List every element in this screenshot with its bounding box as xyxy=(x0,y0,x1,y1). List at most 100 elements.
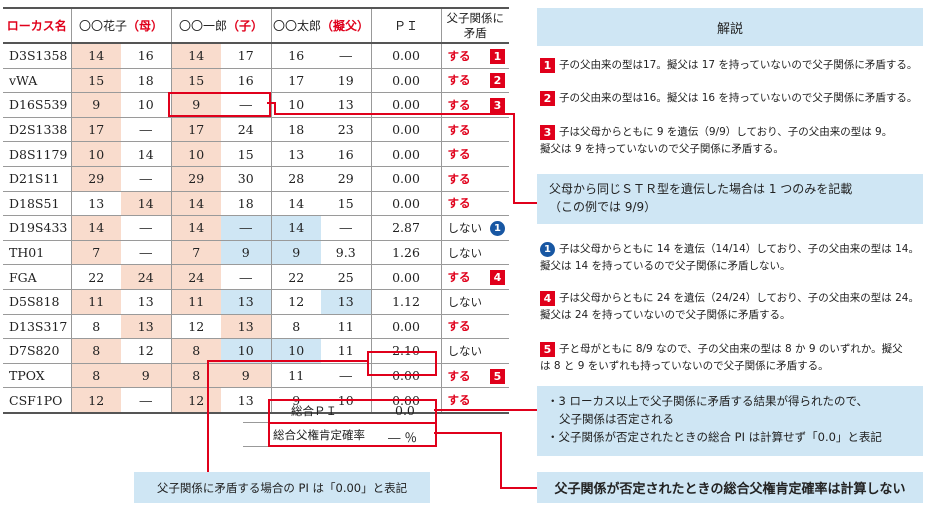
child-allele-2: ― xyxy=(221,264,271,290)
locus-cell: D8S1179 xyxy=(3,141,71,167)
note-2: 2 子の父由来の型は16。擬父は 16 を持っていないので父子関係に矛盾する。 xyxy=(540,90,925,107)
father-allele-1: 14 xyxy=(270,191,321,217)
mother-allele-1: 9 xyxy=(70,92,121,118)
child-allele-2: 13 xyxy=(221,314,271,340)
locus-cell: D5S818 xyxy=(3,289,71,315)
connector-line xyxy=(267,102,275,104)
child-allele-2: 30 xyxy=(221,166,271,192)
str-note-box: 父母から同じＳＴＲ型を遺伝した場合は 1 つのみを記載 （この例では 9/9） xyxy=(537,174,923,224)
table-row: CSF1PO 12 ― 12 13 9 10 0.00 する xyxy=(3,387,509,414)
mark-5-icon: 5 xyxy=(540,341,555,357)
highlight-box-d16s539 xyxy=(168,92,271,117)
conflict-label: する xyxy=(447,270,471,285)
connector-line xyxy=(274,102,276,114)
conflict-cell: する xyxy=(440,117,509,143)
child-allele-2: 9 xyxy=(221,363,271,389)
table-row: D5S818 11 13 11 13 12 13 1.12 しない xyxy=(3,289,509,315)
mother-allele-2: 24 xyxy=(121,264,171,290)
pi-cell: 0.00 xyxy=(370,141,441,167)
father-allele-1: 22 xyxy=(270,264,321,290)
mother-allele-2: 18 xyxy=(121,68,171,94)
note-4: 4 子は父母からともに 24 を遺伝（24/24）しており、子の父由来の型は 24… xyxy=(540,290,919,321)
father-allele-1: 14 xyxy=(270,215,321,241)
mother-allele-2: 13 xyxy=(121,289,171,315)
locus-cell: D16S539 xyxy=(3,92,71,118)
mother-allele-2: ― xyxy=(121,240,171,266)
mark-4-icon: 4 xyxy=(490,270,505,286)
mother-allele-1: 10 xyxy=(70,141,121,167)
connector-line xyxy=(500,487,537,489)
conflict-cell: する 1 xyxy=(440,43,509,69)
total-pi-value: 0.0 xyxy=(395,403,415,418)
father-allele-1: 9 xyxy=(270,240,321,266)
child-allele-1: 14 xyxy=(170,215,221,241)
child-allele-2: 16 xyxy=(221,68,271,94)
connector-line xyxy=(500,432,502,488)
table-header: ローカス名 〇〇花子（母） 〇〇一郎（子） 〇〇太郎（擬父） ＰＩ 父子関係に矛… xyxy=(3,7,509,44)
connector-line xyxy=(274,113,514,115)
pi-cell: 2.87 xyxy=(370,215,441,241)
mark-5-icon: 5 xyxy=(490,368,505,384)
highlight-box-total-pi xyxy=(268,399,437,424)
conflict-cell: しない xyxy=(440,338,509,364)
child-allele-1: 12 xyxy=(170,387,221,414)
locus-cell: D19S433 xyxy=(3,215,71,241)
mother-allele-1: 29 xyxy=(70,166,121,192)
conflict-cell: する xyxy=(440,191,509,217)
mark-2-icon: 2 xyxy=(540,90,555,106)
mother-allele-1: 17 xyxy=(70,117,121,143)
conflict-label: する xyxy=(447,171,471,186)
child-allele-2: 13 xyxy=(221,387,271,414)
explanation-title: 解説 xyxy=(537,8,923,46)
mark-4-icon: 4 xyxy=(540,290,555,306)
table-row: D18S51 13 14 14 18 14 15 0.00 する xyxy=(3,191,509,217)
conflict-label: する xyxy=(447,122,471,137)
header-conflict: 父子関係に 矛盾 xyxy=(440,7,509,44)
mark-3-icon: 3 xyxy=(540,124,555,140)
total-pi-label: 総合ＰＩ xyxy=(291,404,337,418)
connector-line xyxy=(513,113,515,203)
locus-cell: D18S51 xyxy=(3,191,71,217)
father-allele-2: 11 xyxy=(321,338,371,364)
mother-allele-2: 9 xyxy=(121,363,171,389)
table-row: TH01 7 ― 7 9 9 9.3 1.26 しない xyxy=(3,240,509,266)
header-pi: ＰＩ xyxy=(370,7,441,44)
father-allele-1: 16 xyxy=(270,43,321,69)
locus-cell: TPOX xyxy=(3,363,71,389)
child-allele-1: 29 xyxy=(170,166,221,192)
table-row: D8S1179 10 14 10 15 13 16 0.00 する xyxy=(3,141,509,167)
locus-cell: D21S11 xyxy=(3,166,71,192)
mother-allele-1: 15 xyxy=(70,68,121,94)
mother-allele-2: ― xyxy=(121,166,171,192)
father-allele-1: 18 xyxy=(270,117,321,143)
conflict-cell: する xyxy=(440,314,509,340)
mother-allele-2: 16 xyxy=(121,43,171,69)
mother-allele-1: 12 xyxy=(70,387,121,414)
conflict-cell: する xyxy=(440,141,509,167)
table-row: FGA 22 24 24 ― 22 25 0.00 する 4 xyxy=(3,264,509,290)
mother-allele-1: 14 xyxy=(70,215,121,241)
father-allele-2: 19 xyxy=(321,68,371,94)
mother-allele-1: 8 xyxy=(70,363,121,389)
conflict-label: する xyxy=(447,48,471,63)
mother-allele-1: 8 xyxy=(70,314,121,340)
locus-cell: D2S1338 xyxy=(3,117,71,143)
child-allele-1: 10 xyxy=(170,141,221,167)
child-allele-2: 18 xyxy=(221,191,271,217)
child-allele-2: ― xyxy=(221,215,271,241)
mother-allele-1: 13 xyxy=(70,191,121,217)
pi-cell: 0.00 xyxy=(370,264,441,290)
conflict-label: する xyxy=(447,97,471,112)
child-allele-2: 13 xyxy=(221,289,271,315)
pi-cell: 1.26 xyxy=(370,240,441,266)
pi-cell: 0.00 xyxy=(370,43,441,69)
connector-line xyxy=(513,202,537,204)
conflict-cell: する 4 xyxy=(440,264,509,290)
father-allele-1: 11 xyxy=(270,363,321,389)
note-3: 3 子は父母からともに 9 を遺伝（9/9）しており、子の父由来の型は 9。 擬父は… xyxy=(540,124,893,155)
bottom-left-box: 父子関係に矛盾する場合の PI は「0.00」と表記 xyxy=(134,472,430,503)
child-allele-1: 14 xyxy=(170,43,221,69)
mark-3-icon: 3 xyxy=(490,97,505,113)
child-allele-1: 11 xyxy=(170,289,221,315)
father-allele-2: 11 xyxy=(321,314,371,340)
